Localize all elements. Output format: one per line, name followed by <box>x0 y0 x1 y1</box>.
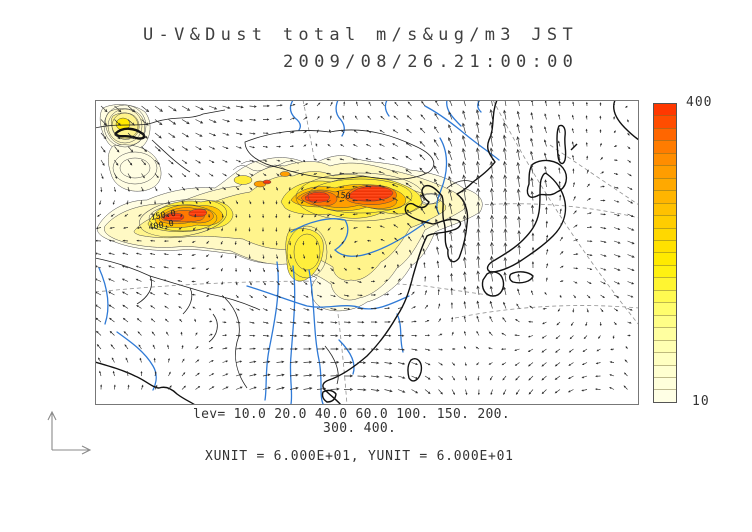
colorbar-segment <box>654 314 676 328</box>
colorbar-segment <box>654 202 676 216</box>
contour-label: 150 <box>335 190 352 202</box>
colorbar-segment <box>654 227 676 240</box>
colorbar-segment <box>654 165 676 178</box>
coastlines-layer <box>95 100 639 405</box>
wind-vector-arrows <box>95 100 635 396</box>
grid-units-text: XUNIT = 6.000E+01, YUNIT = 6.000E+01 <box>205 449 514 464</box>
y-unit-arrow <box>47 410 57 450</box>
wind-vectors-layer <box>95 100 635 396</box>
colorbar-max-label: 400 <box>686 95 713 110</box>
plot-title: U-V&Dust total m/s&ug/m3 JST <box>143 25 578 45</box>
colorbar-segment <box>654 289 676 303</box>
map-area: 150.0 400.0 150 <box>95 100 639 405</box>
colorbar-segment <box>654 190 676 203</box>
plot-timestamp: 2009/08/26.21:00:00 <box>283 52 579 72</box>
contour-levels-text: lev= 10.0 20.0 40.0 60.0 100. 150. 200. <box>193 407 510 422</box>
colorbar-segment <box>654 104 676 116</box>
colorbar-segment <box>654 302 676 315</box>
colorbar-segment <box>654 239 676 253</box>
colorbar-segment <box>654 140 676 153</box>
colorbar-segment <box>654 376 676 390</box>
contour-label: 150.0 <box>150 209 177 223</box>
contour-label: 400.0 <box>148 219 175 233</box>
colorbar-segment <box>654 115 676 128</box>
contour-lines-layer <box>103 104 442 279</box>
colorbar-segment <box>654 177 676 191</box>
colorbar-segment <box>654 339 676 353</box>
colorbar-segment <box>654 277 676 290</box>
colorbar-segment <box>654 389 676 402</box>
colorbar <box>653 103 677 403</box>
colorbar-segment <box>654 264 676 278</box>
contour-levels-text-2: 300. 400. <box>323 421 397 436</box>
dust-contour-fills <box>96 104 483 312</box>
colorbar-min-label: 10 <box>692 394 710 409</box>
colorbar-segment <box>654 352 676 365</box>
colorbar-segment <box>654 127 676 141</box>
x-unit-arrow <box>52 445 92 455</box>
colorbar-segment <box>654 327 676 340</box>
colorbar-segment <box>654 215 676 228</box>
lake-balkhash <box>114 127 146 140</box>
colorbar-segment <box>654 152 676 166</box>
colorbar-segment <box>654 364 676 377</box>
colorbar-segment <box>654 252 676 265</box>
map-frame <box>95 100 639 405</box>
axis-unit-arrows <box>47 410 92 455</box>
